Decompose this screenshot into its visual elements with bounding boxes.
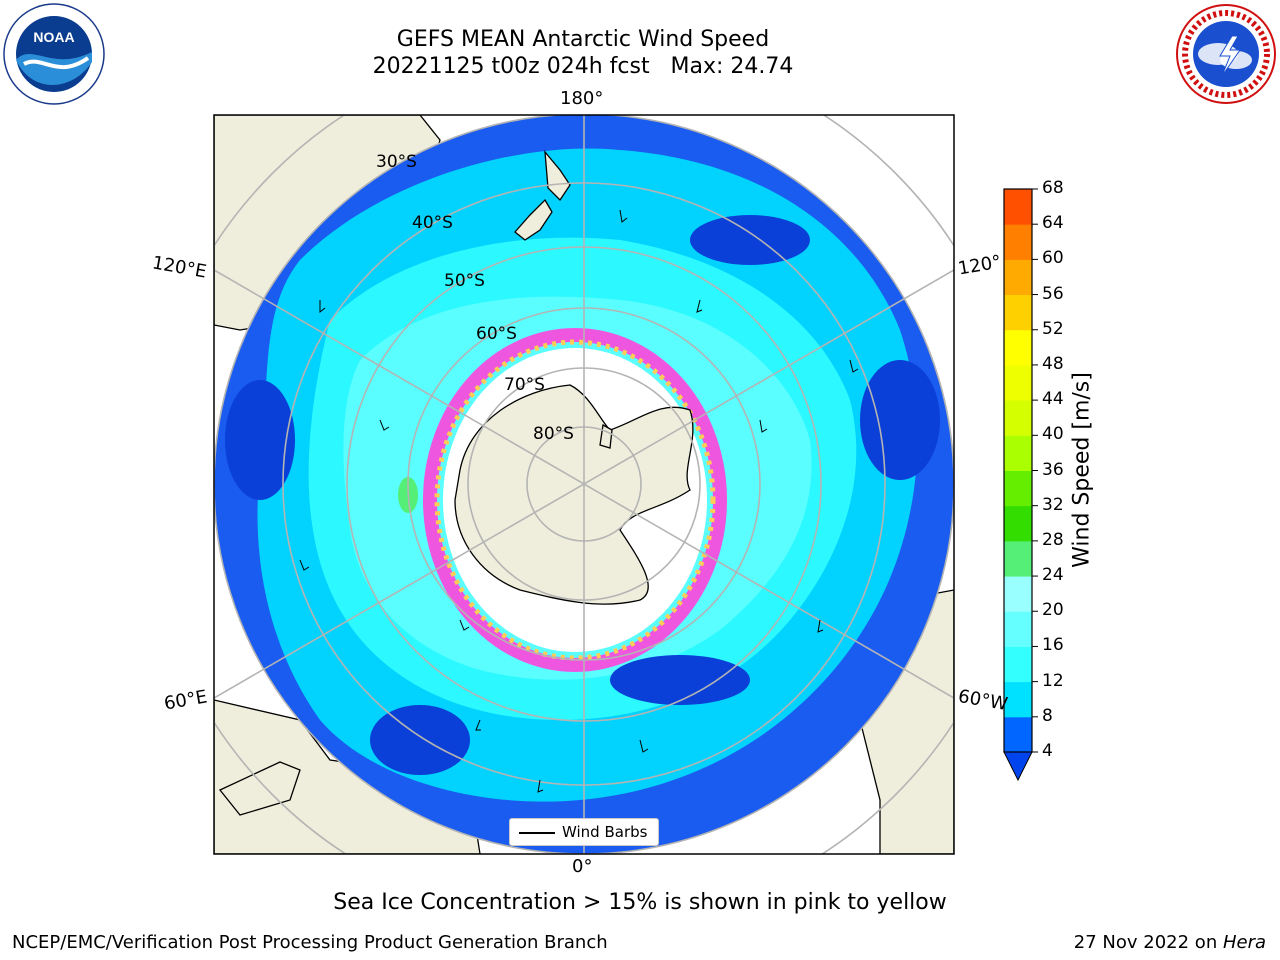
lat-label-70s: 70°S xyxy=(504,375,545,395)
colorbar-segment xyxy=(1004,400,1032,436)
islands xyxy=(514,150,613,449)
map-frame xyxy=(213,114,955,855)
footer-date: 27 Nov 2022 on Hera xyxy=(1074,932,1266,953)
colorbar-segment xyxy=(1004,646,1032,683)
lon-label-180: 180° xyxy=(560,88,604,109)
colorbar-tick-label: 36 xyxy=(1042,459,1064,480)
colorbar-segment xyxy=(1004,294,1032,331)
wind-barbs xyxy=(299,209,859,793)
colorbar-segment xyxy=(1004,259,1032,296)
colorbar-segment xyxy=(1004,681,1032,718)
lat-label-40s: 40°S xyxy=(412,213,453,233)
lat-label-30s: 30°S xyxy=(376,152,417,172)
colorbar-segment xyxy=(1004,576,1032,612)
noaa-logo-text: NOAA xyxy=(33,29,74,45)
colorbar-tick-label: 16 xyxy=(1042,635,1064,656)
colorbar-segment xyxy=(1004,435,1032,471)
footer-date-text: 27 Nov 2022 on xyxy=(1073,932,1223,953)
map-subtitle: 20221125 t00z 024h fcst Max: 24.74 xyxy=(372,54,794,79)
colorbar-tick-label: 28 xyxy=(1042,529,1064,550)
colorbar-tick-label: 44 xyxy=(1042,389,1064,410)
colorbar-tick-label: 20 xyxy=(1042,600,1064,621)
colorbar xyxy=(1003,188,1038,782)
footer-machine: Hera xyxy=(1222,932,1266,953)
nws-logo-icon xyxy=(1176,4,1276,104)
colorbar-segment xyxy=(1004,364,1032,401)
colorbar-segment xyxy=(1004,540,1032,577)
footer-organization: NCEP/EMC/Verification Post Processing Pr… xyxy=(12,932,608,953)
colorbar-tick-label: 56 xyxy=(1042,283,1064,304)
graticule xyxy=(214,115,954,854)
colorbar-segment xyxy=(1004,329,1032,366)
colorbar-extend-triangle xyxy=(1003,751,1033,782)
colorbar-tick-label: 60 xyxy=(1042,248,1064,269)
wind-barb-legend-line xyxy=(519,832,555,834)
lat-label-60s: 60°S xyxy=(476,324,517,344)
antarctica xyxy=(454,384,694,605)
colorbar-tick-label: 12 xyxy=(1042,670,1064,691)
colorbar-segment xyxy=(1004,224,1032,260)
lat-label-80s: 80°S xyxy=(533,424,574,444)
legend-label: Wind Barbs xyxy=(562,823,648,841)
map-legend: Wind Barbs xyxy=(509,818,659,846)
lon-label-0: 0° xyxy=(572,856,593,877)
colorbar-tick-label: 4 xyxy=(1042,741,1053,761)
lat-label-50s: 50°S xyxy=(444,271,485,291)
colorbar-segment xyxy=(1004,716,1032,753)
colorbar-tick-label: 24 xyxy=(1042,565,1064,586)
colorbar-tick-label: 52 xyxy=(1042,318,1064,339)
colorbar-tick-label: 64 xyxy=(1042,213,1064,234)
colorbar-segment xyxy=(1004,470,1032,507)
colorbar-tick-label: 8 xyxy=(1042,705,1053,726)
colorbar-tick-label: 48 xyxy=(1042,353,1064,374)
sea-ice-caption: Sea Ice Concentration > 15% is shown in … xyxy=(333,890,947,915)
colorbar-tick-label: 68 xyxy=(1042,178,1064,198)
colorbar-tick-label: 32 xyxy=(1042,494,1064,515)
colorbar-segment xyxy=(1004,611,1032,647)
colorbar-label: Wind Speed [m/s] xyxy=(1069,372,1095,568)
noaa-logo-icon: NOAA xyxy=(3,3,105,105)
colorbar-segment xyxy=(1004,189,1032,225)
colorbar-segment xyxy=(1004,505,1032,542)
map-title: GEFS MEAN Antarctic Wind Speed xyxy=(396,27,770,52)
colorbar-tick-label: 40 xyxy=(1042,424,1064,445)
